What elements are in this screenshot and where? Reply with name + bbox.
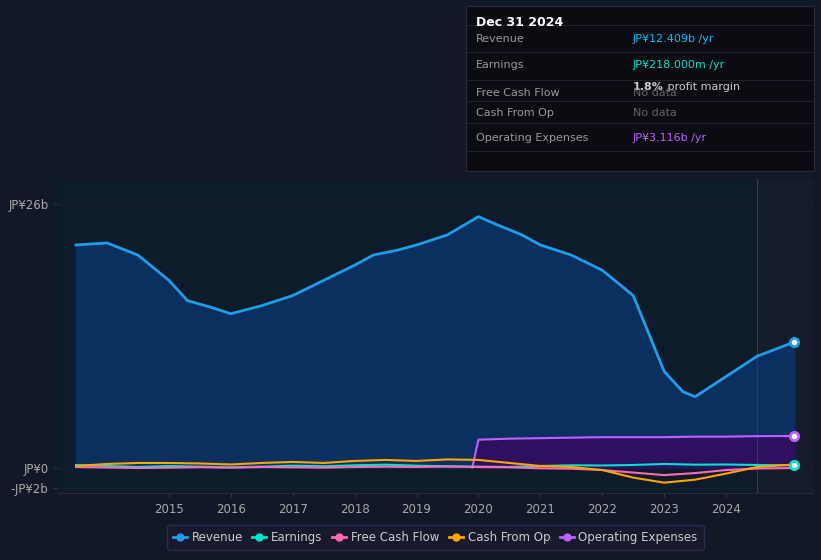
Text: Free Cash Flow: Free Cash Flow bbox=[476, 88, 560, 98]
Text: Earnings: Earnings bbox=[476, 60, 525, 70]
Text: No data: No data bbox=[633, 108, 677, 118]
Bar bbox=[757, 179, 813, 493]
Text: No data: No data bbox=[633, 88, 677, 98]
Text: Dec 31 2024: Dec 31 2024 bbox=[476, 16, 563, 29]
Text: Cash From Op: Cash From Op bbox=[476, 108, 554, 118]
Text: 1.8%: 1.8% bbox=[633, 82, 664, 91]
Text: Revenue: Revenue bbox=[476, 34, 525, 44]
Text: Operating Expenses: Operating Expenses bbox=[476, 133, 589, 143]
Text: profit margin: profit margin bbox=[663, 82, 740, 91]
Text: JP¥3.116b /yr: JP¥3.116b /yr bbox=[633, 133, 707, 143]
Text: JP¥218.000m /yr: JP¥218.000m /yr bbox=[633, 60, 725, 70]
Text: JP¥12.409b /yr: JP¥12.409b /yr bbox=[633, 34, 714, 44]
Legend: Revenue, Earnings, Free Cash Flow, Cash From Op, Operating Expenses: Revenue, Earnings, Free Cash Flow, Cash … bbox=[167, 525, 704, 549]
